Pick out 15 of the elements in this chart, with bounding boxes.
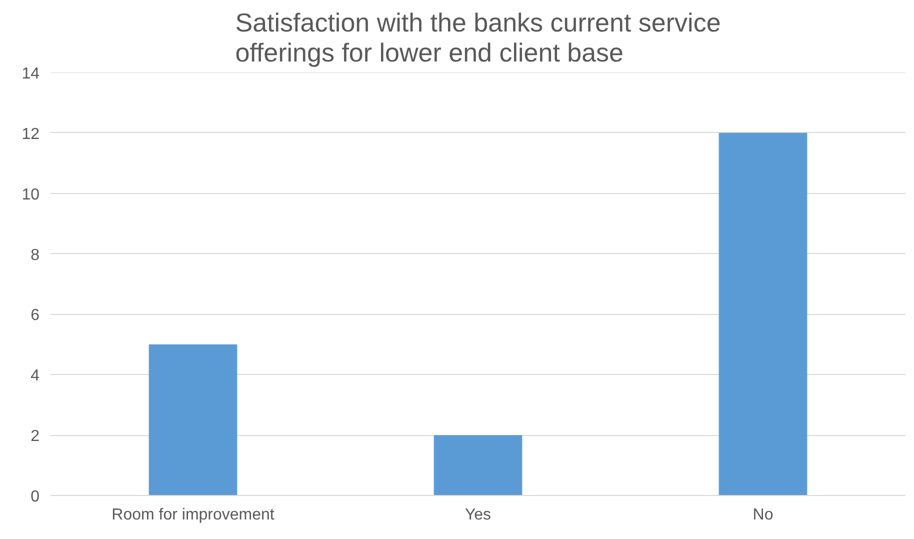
y-tick-label: 6: [30, 307, 40, 324]
bar: [148, 344, 238, 496]
y-tick-label: 12: [22, 126, 40, 143]
chart-title: Satisfaction with the banks current service offerings for lower end client base: [235, 8, 721, 68]
y-tick-label: 14: [22, 66, 40, 82]
y-tick-label: 0: [30, 488, 40, 506]
x-tick-label: No: [752, 506, 774, 524]
bar: [718, 132, 808, 496]
x-tick-label: Yes: [464, 506, 492, 524]
y-tick-label: 10: [22, 186, 40, 204]
y-tick-label: 8: [30, 246, 40, 264]
y-tick-label: 4: [30, 368, 40, 385]
x-tick-label: Room for improvement: [112, 506, 275, 524]
y-tick-label: 2: [30, 428, 40, 446]
bar: [434, 435, 522, 496]
